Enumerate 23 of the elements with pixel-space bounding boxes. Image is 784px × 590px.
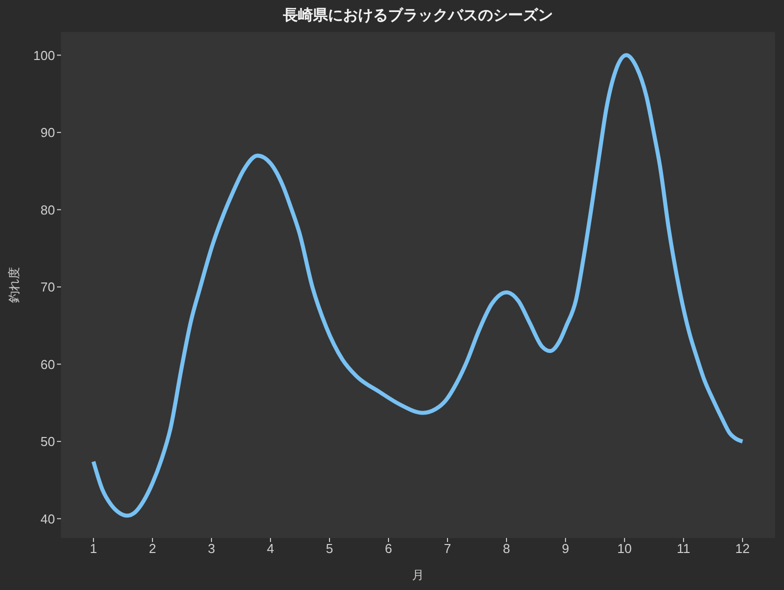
x-tick-label: 5 [326,541,334,556]
y-tick-label: 70 [40,280,55,295]
chart-title: 長崎県におけるブラックバスのシーズン [282,6,554,26]
y-tick-label: 50 [40,434,55,450]
y-axis-title: 釣れ度 [7,267,21,303]
x-tick-label: 8 [502,541,510,556]
x-tick-label: 4 [266,541,274,556]
x-tick-label: 9 [562,541,570,556]
x-tick-label: 2 [148,541,156,556]
x-tick-label: 1 [90,541,98,556]
y-tick-label: 60 [40,356,55,372]
x-tick-label: 7 [444,541,452,556]
x-tick-label: 6 [384,541,392,556]
x-tick-label: 10 [617,541,632,556]
x-tick-label: 11 [676,541,690,556]
x-tick-label: 3 [208,541,216,556]
y-tick-label: 90 [40,125,55,140]
y-tick-label: 80 [40,202,55,218]
line-series [91,53,745,518]
x-axis-title: 月 [412,568,424,582]
y-tick-label: 40 [40,511,55,526]
y-tick-label: 100 [33,48,55,63]
x-tick-label: 12 [735,541,750,556]
